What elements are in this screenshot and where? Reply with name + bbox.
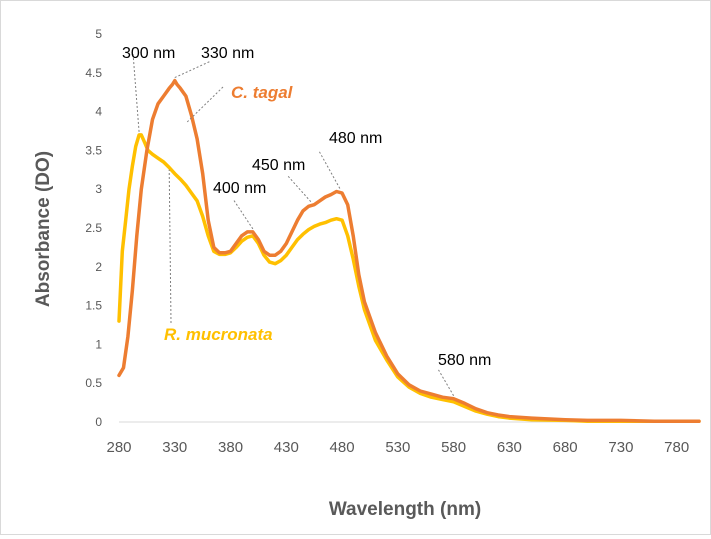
- x-tick-label: 730: [608, 439, 633, 456]
- y-axis-ticks: 0 0.5 1 1.5 2 2.5 3 3.5 4 4.5 5: [85, 27, 102, 429]
- y-tick-label: 1.5: [85, 299, 102, 313]
- x-tick-label: 580: [441, 439, 466, 456]
- series-line-c-tagal: [117, 78, 701, 423]
- r-mucronata-label-leader: [168, 169, 172, 324]
- annotation-leader-line: [437, 368, 455, 396]
- x-tick-label: 330: [162, 439, 187, 456]
- y-tick-label: 0.5: [85, 376, 102, 390]
- annotation-label: 300 nm: [122, 45, 175, 62]
- y-tick-label: 2.5: [85, 221, 102, 235]
- x-tick-label: 780: [664, 439, 689, 456]
- y-tick-label: 0: [95, 415, 102, 429]
- x-tick-label: 430: [274, 439, 299, 456]
- y-tick-label: 2: [95, 260, 102, 274]
- x-tick-label: 480: [330, 439, 355, 456]
- x-tick-label: 380: [218, 439, 243, 456]
- annotation-label: 330 nm: [201, 45, 254, 62]
- c-tagal-label-leader: [185, 86, 224, 124]
- series-line-r-mucronata: [117, 133, 701, 423]
- annotation-leader-line: [286, 174, 312, 203]
- x-axis-title: Wavelength (nm): [329, 499, 481, 520]
- annotation-label: 580 nm: [438, 352, 491, 369]
- y-tick-label: 1: [95, 337, 102, 351]
- annotation-callouts: 300 nm 330 nm 400 nm 450 nm 480 nm 580 nm: [122, 45, 491, 396]
- y-axis-title: Absorbance (DO): [33, 151, 54, 307]
- annotation-label: 450 nm: [252, 157, 305, 174]
- annotation-leader-line: [174, 60, 212, 79]
- y-tick-label: 3: [95, 182, 102, 196]
- x-tick-label: 680: [553, 439, 578, 456]
- annotation-leader-line: [318, 150, 341, 189]
- y-tick-label: 4: [95, 105, 102, 119]
- series-label-r-mucronata: R. mucronata: [164, 325, 273, 344]
- annotation-label: 480 nm: [329, 130, 382, 147]
- x-tick-label: 530: [385, 439, 410, 456]
- series-lines: [117, 78, 701, 423]
- annotation-label: 400 nm: [213, 180, 266, 197]
- x-tick-label: 630: [497, 439, 522, 456]
- y-tick-label: 4.5: [85, 66, 102, 80]
- y-tick-label: 3.5: [85, 143, 102, 157]
- x-axis-ticks: 280 330 380 430 480 530 580 630 680 730 780: [106, 439, 689, 456]
- annotation-leader-line: [232, 198, 254, 230]
- y-tick-label: 5: [95, 27, 102, 41]
- annotation-leader-line: [132, 52, 140, 132]
- series-label-c-tagal: C. tagal: [231, 83, 294, 102]
- x-tick-label: 280: [106, 439, 131, 456]
